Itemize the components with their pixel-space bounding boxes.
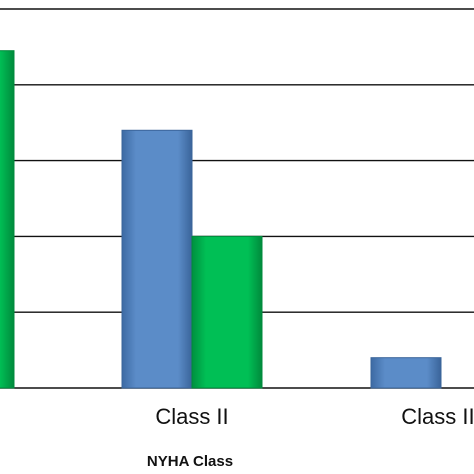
bars (0, 50, 442, 389)
bar-series2-class-ii (191, 235, 263, 389)
x-tick-label: Class III (401, 404, 474, 429)
bar-series2-class-i (0, 50, 15, 389)
x-axis-title: NYHA Class (147, 453, 233, 470)
bar-series1-class-ii (121, 129, 193, 389)
x-tick-label: Class II (155, 404, 228, 429)
bar-series1-class-iii (370, 357, 442, 389)
